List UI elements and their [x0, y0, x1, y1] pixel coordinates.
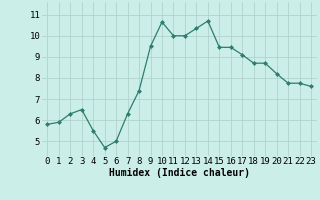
X-axis label: Humidex (Indice chaleur): Humidex (Indice chaleur)	[109, 168, 250, 178]
